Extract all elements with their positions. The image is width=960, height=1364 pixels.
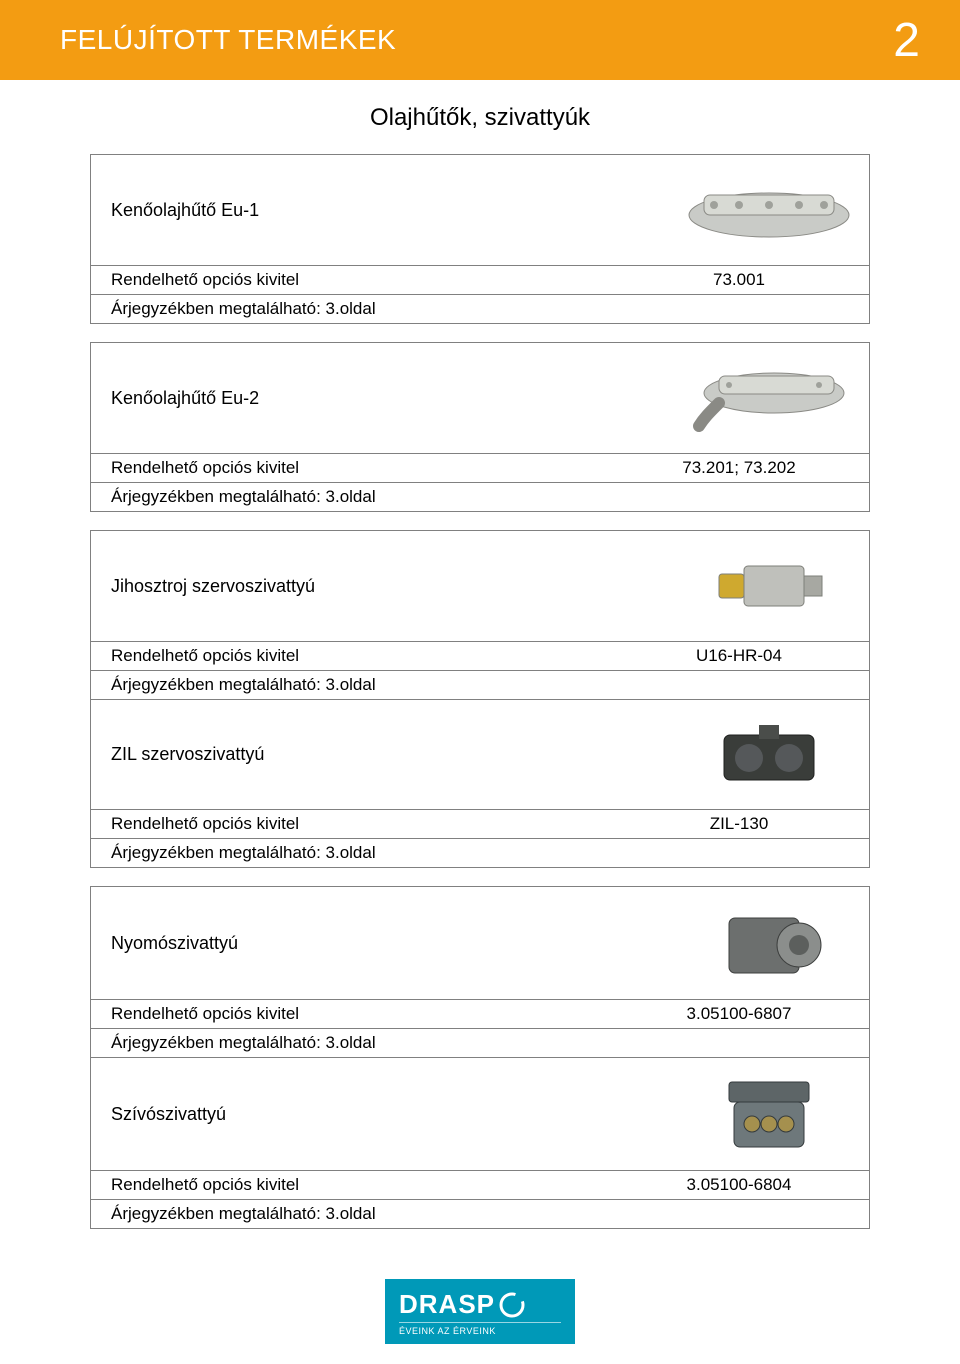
header-page-number: 2 — [893, 13, 920, 68]
product-group: Nyomószivattyú Rendelhető opciós kivitel… — [90, 886, 870, 1229]
product-image — [669, 352, 869, 444]
product-group: Jihosztroj szervoszivattyú Rendelhető op… — [90, 530, 870, 868]
option-code: 3.05100-6804 — [609, 1171, 869, 1199]
product-block: Kenőolajhűtő Eu-2 Rendelhető opciós kivi… — [90, 342, 870, 512]
option-code: 3.05100-6807 — [609, 1000, 869, 1028]
header-title: FELÚJÍTOTT TERMÉKEK — [60, 24, 396, 56]
logo-circle-icon — [497, 1290, 527, 1320]
option-label: Rendelhető opciós kivitel — [91, 1000, 609, 1028]
option-label: Rendelhető opciós kivitel — [91, 642, 609, 670]
logo-text: DRASP — [399, 1289, 495, 1320]
product-image — [669, 169, 869, 251]
product-image — [669, 887, 869, 999]
servo-pump-icon — [694, 710, 844, 800]
option-code: ZIL-130 — [609, 810, 869, 838]
logo-tagline: ÉVEINK AZ ÉRVEINK — [399, 1322, 561, 1336]
product-name: ZIL szervoszivattyú — [91, 734, 669, 775]
catalog-ref: Árjegyzékben megtalálható: 3.oldal — [91, 1029, 869, 1057]
oil-cooler-icon — [679, 175, 859, 245]
brand-logo: DRASP ÉVEINK AZ ÉRVEINK — [385, 1279, 575, 1344]
suction-pump-icon — [704, 1064, 834, 1164]
pressure-pump-icon — [704, 893, 834, 993]
product-name: Nyomószivattyú — [91, 923, 669, 964]
option-label: Rendelhető opciós kivitel — [91, 266, 609, 294]
product-image — [669, 540, 869, 632]
catalog-ref: Árjegyzékben megtalálható: 3.oldal — [91, 483, 869, 511]
oil-cooler-icon — [679, 358, 859, 438]
product-image — [669, 704, 869, 806]
catalog-ref: Árjegyzékben megtalálható: 3.oldal — [91, 1200, 869, 1228]
page-header: FELÚJÍTOTT TERMÉKEK 2 — [0, 0, 960, 80]
option-code: U16-HR-04 — [609, 642, 869, 670]
product-name: Szívószivattyú — [91, 1094, 669, 1135]
option-label: Rendelhető opciós kivitel — [91, 810, 609, 838]
product-name: Kenőolajhűtő Eu-2 — [91, 378, 669, 419]
option-label: Rendelhető opciós kivitel — [91, 454, 609, 482]
option-label: Rendelhető opciós kivitel — [91, 1171, 609, 1199]
option-code: 73.001 — [609, 266, 869, 294]
option-code: 73.201; 73.202 — [609, 454, 869, 482]
page-footer: DRASP ÉVEINK AZ ÉRVEINK — [0, 1267, 960, 1364]
content-area: Kenőolajhűtő Eu-1 Rendelhető opciós kivi… — [0, 154, 960, 1267]
product-name: Jihosztroj szervoszivattyú — [91, 566, 669, 607]
servo-pump-icon — [699, 546, 839, 626]
product-block: Kenőolajhűtő Eu-1 Rendelhető opciós kivi… — [90, 154, 870, 324]
catalog-ref: Árjegyzékben megtalálható: 3.oldal — [91, 839, 869, 867]
product-name: Kenőolajhűtő Eu-1 — [91, 190, 669, 231]
catalog-ref: Árjegyzékben megtalálható: 3.oldal — [91, 295, 869, 323]
product-image — [669, 1058, 869, 1170]
catalog-ref: Árjegyzékben megtalálható: 3.oldal — [91, 671, 869, 699]
page-subtitle: Olajhűtők, szivattyúk — [0, 104, 960, 132]
